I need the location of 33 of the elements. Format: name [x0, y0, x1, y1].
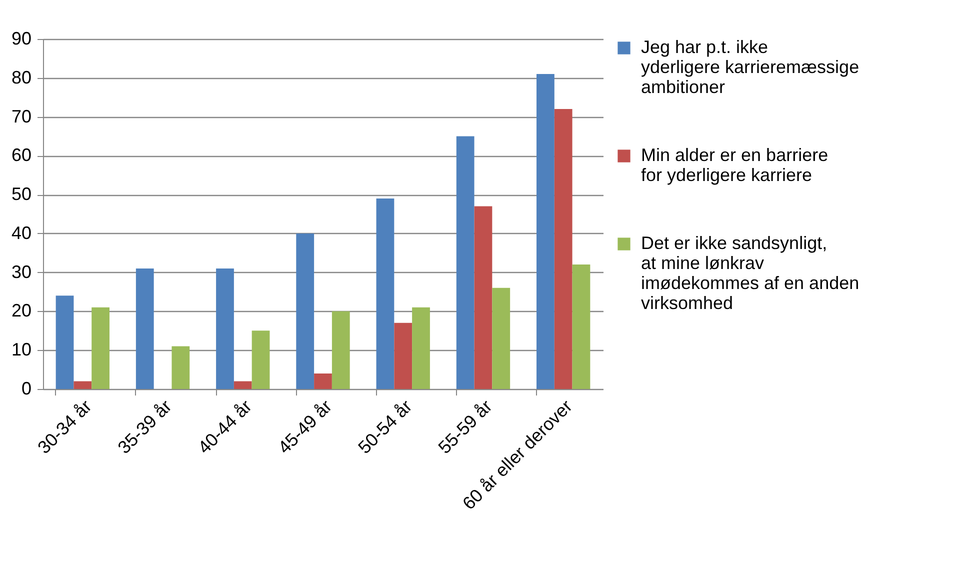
y-tick-label: 10 [11, 340, 32, 360]
y-tick-label: 80 [11, 67, 32, 88]
y-tick-label: 40 [11, 222, 32, 243]
bar [412, 307, 430, 389]
bar [252, 330, 270, 389]
bar [92, 307, 110, 389]
bar [376, 198, 394, 389]
bar [74, 381, 92, 389]
bar [56, 296, 74, 389]
bar [314, 373, 332, 389]
y-tick-label: 90 [11, 28, 32, 48]
bar [234, 381, 252, 389]
bar [554, 109, 572, 389]
bar [572, 264, 590, 389]
y-tick-label: 60 [11, 145, 32, 166]
bar [474, 206, 492, 389]
legend-label: Jeg har p.t. ikke yderligere karrieremæssige ambitioner [641, 37, 860, 97]
y-tick-label: 30 [11, 262, 32, 282]
bar [136, 268, 154, 389]
bar [536, 74, 554, 389]
bar [332, 311, 350, 389]
y-tick-label: 20 [11, 300, 32, 321]
y-tick-label: 50 [11, 184, 32, 204]
legend-label: Min alder er en barriere for yderligere karriere [641, 145, 828, 185]
legend-label: Det er ikke sandsynligt, at mine lønkrav imødekommes af en anden virksomhed [641, 233, 860, 313]
bar [296, 233, 314, 389]
bar [172, 346, 190, 389]
y-tick-label: 70 [11, 106, 32, 126]
y-tick-label: 0 [21, 378, 32, 398]
bar [394, 322, 412, 389]
bar [456, 136, 474, 389]
bar [492, 288, 510, 389]
bar [216, 268, 234, 389]
